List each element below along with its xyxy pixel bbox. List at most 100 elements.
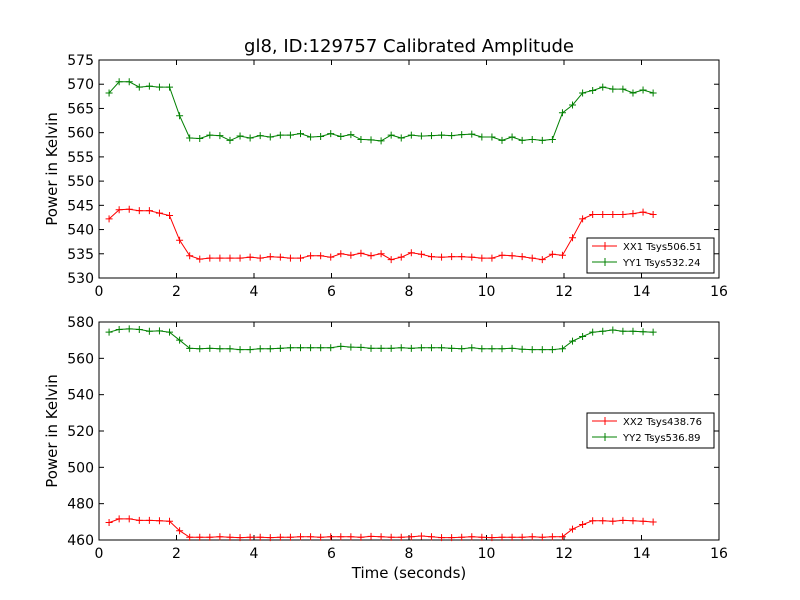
top-data-point [125,205,133,213]
bottom-data-point [347,533,355,541]
bottom-data-point [488,345,496,353]
bottom-data-point [367,532,375,540]
top-data-point [478,254,486,262]
bottom-data-point [176,527,184,535]
bottom-data-point [125,515,133,523]
top-data-point [629,210,637,218]
top-y-axis-label: Power in Kelvin [43,112,61,226]
bottom-data-point [246,346,254,354]
bottom-data-point [327,344,335,352]
bottom-data-point [377,344,385,352]
bottom-x-tick-label: 10 [478,546,496,562]
bottom-data-point [297,344,304,352]
top-data-point [327,253,335,261]
bottom-data-point [639,328,647,336]
bottom-data-point [186,533,194,541]
bottom-data-point [105,328,113,336]
bottom-data-point [458,533,466,541]
bottom-data-point [478,345,486,353]
top-data-point [558,109,566,117]
bottom-data-point [297,533,304,541]
top-data-point [115,78,123,86]
bottom-data-point [276,533,284,541]
top-data-point [337,133,345,141]
bottom-data-point [599,327,607,335]
bottom-data-point [155,517,163,525]
top-data-point [276,253,284,261]
legend-marker-yy2 [601,433,609,441]
bottom-data-point [579,333,587,341]
top-x-tick-label: 12 [555,284,573,300]
top-data-point [427,253,435,261]
bottom-data-point [629,327,637,335]
top-data-point [518,253,526,261]
top-data-point [135,83,143,91]
bottom-data-point [407,533,415,541]
top-data-point [468,130,476,138]
top-data-point [317,252,325,260]
top-data-point [518,136,526,144]
top-series-group [105,78,657,264]
top-x-tick-label: 2 [172,284,181,300]
top-data-point [397,253,405,261]
top-data-point [377,137,385,145]
bottom-data-point [468,533,476,541]
top-data-point [115,206,123,214]
bottom-data-point [558,345,566,353]
bottom-data-point [629,517,637,525]
top-data-point [256,132,264,140]
top-data-point [569,234,577,242]
bottom-data-point [528,533,536,541]
bottom-data-point [619,516,627,524]
bottom-data-point [246,533,254,541]
top-data-point [347,131,355,139]
top-data-point [448,132,456,140]
bottom-data-point [337,533,345,541]
bottom-data-point [317,533,325,541]
top-data-point [538,136,546,144]
bottom-data-point [377,533,385,541]
top-data-point [135,207,143,215]
bottom-data-point [569,525,577,533]
bottom-y-tick-label: 460 [67,533,94,549]
top-data-point [548,135,556,143]
bottom-data-point [448,534,456,542]
legend-marker-yy1 [601,258,609,266]
top-data-point [196,255,204,263]
top-data-point [458,253,466,261]
top-y-tick-label: 535 [67,247,94,263]
top-data-point [196,134,204,142]
top-data-point [286,131,294,139]
top-data-point [538,256,546,264]
top-x-tick-label: 8 [405,284,414,300]
bottom-data-point [609,517,617,525]
top-y-tick-label: 530 [67,271,94,287]
bottom-x-tick-label: 0 [95,546,104,562]
top-data-point [317,133,325,141]
bottom-data-point [498,345,506,353]
top-data-point [387,131,395,139]
bottom-legend: XX2 Tsys438.76 YY2 Tsys536.89 [586,412,715,449]
bottom-data-point [438,534,446,542]
bottom-data-point [105,519,113,527]
legend-marker-xx1 [601,242,609,250]
top-data-point [166,83,174,91]
bottom-data-point [367,344,375,352]
top-data-point [246,253,254,261]
top-data-point [458,131,466,139]
top-data-point [125,78,133,86]
bottom-data-point [387,344,395,352]
top-y-tick-label: 545 [67,198,94,214]
bottom-data-point [448,344,456,352]
top-data-point [105,215,113,223]
bottom-data-point [125,325,133,333]
bottom-x-tick-label: 16 [710,546,728,562]
top-y-tick-label: 560 [67,126,94,142]
legend-label-xx1: XX1 Tsys506.51 [623,242,702,253]
top-data-point [327,130,335,138]
bottom-data-point [357,343,365,351]
legend-label-yy1: YY1 Tsys532.24 [622,258,701,269]
bottom-data-point [216,533,224,541]
top-data-point [297,130,304,138]
bottom-data-point [619,327,627,335]
